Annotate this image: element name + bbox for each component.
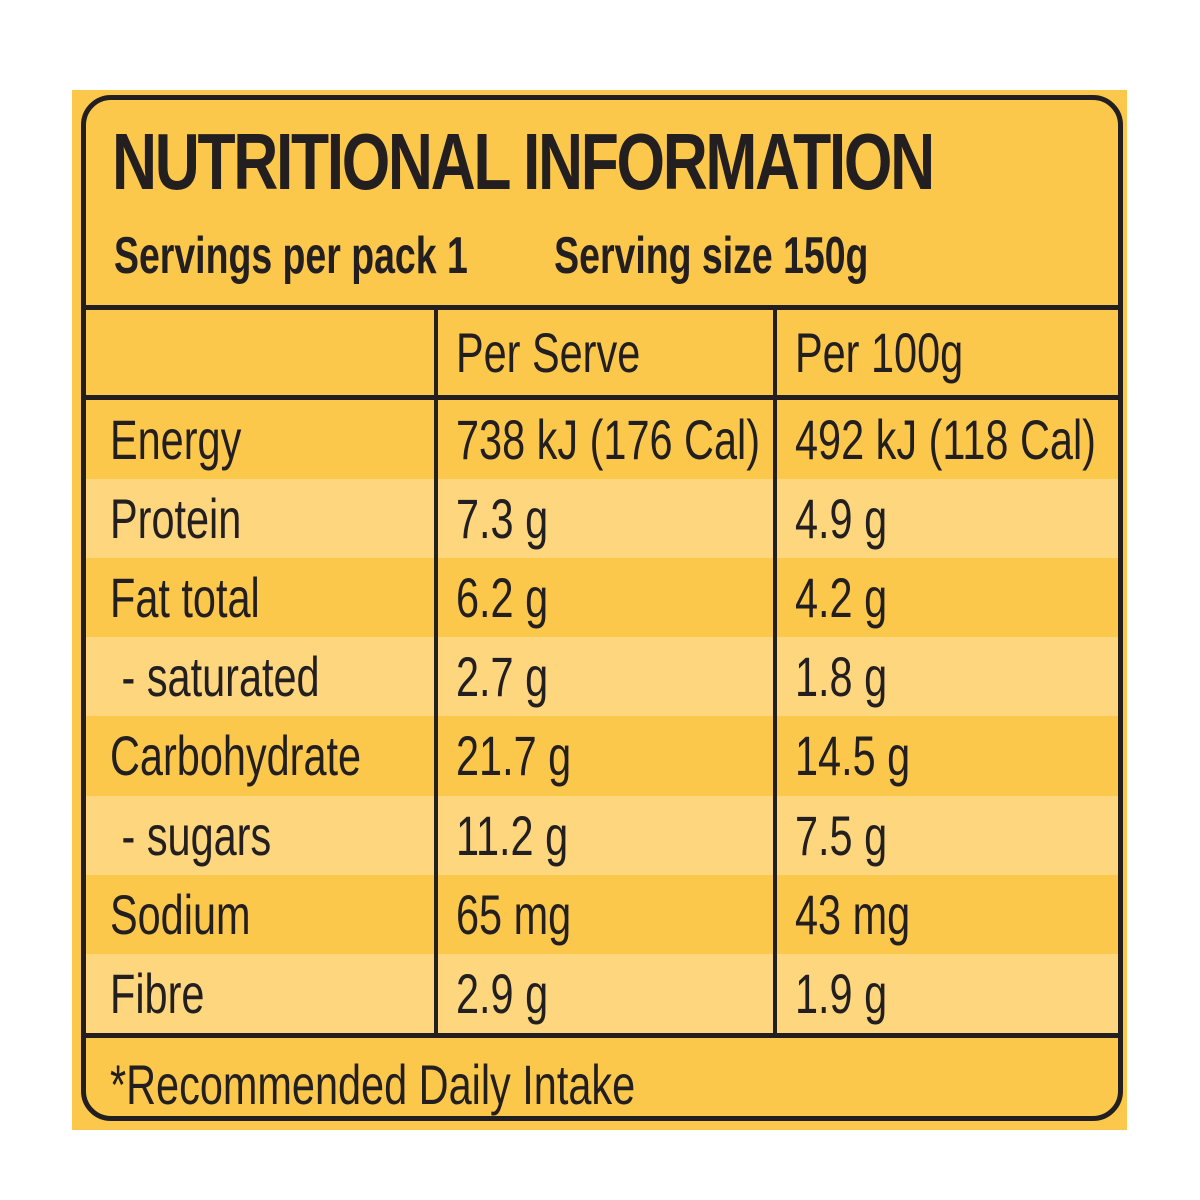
- per-serve-value: 11.2 g: [456, 803, 569, 867]
- per-serve-value: 6.2 g: [456, 566, 549, 630]
- per-100g-value: 1.9 g: [795, 961, 888, 1025]
- per-100g-value: 1.8 g: [795, 645, 888, 709]
- table-row: Carbohydrate 21.7 g 14.5 g: [86, 716, 1118, 796]
- table-row: Fibre 2.9 g 1.9 g: [86, 953, 1118, 1033]
- servings-per-pack: Servings per pack 1: [114, 227, 468, 285]
- nutrition-panel: NUTRITIONAL INFORMATION Servings per pac…: [81, 95, 1123, 1121]
- per-serve-value: 7.3 g: [456, 487, 549, 551]
- nutrient-label: - saturated: [110, 645, 320, 709]
- nutrient-label: Protein: [110, 487, 242, 551]
- per-serve-value: 738 kJ (176 Cal): [456, 408, 761, 472]
- column-header-per-100g: Per 100g: [795, 321, 964, 384]
- table-row: Protein 7.3 g 4.9 g: [86, 479, 1118, 559]
- nutrient-label: Fibre: [110, 961, 205, 1025]
- per-100g-value: 43 mg: [795, 882, 911, 946]
- per-100g-value: 4.2 g: [795, 566, 888, 630]
- column-header-per-serve: Per Serve: [456, 321, 641, 384]
- per-100g-value: 4.9 g: [795, 487, 888, 551]
- column-header-divider: [86, 395, 1118, 400]
- per-serve-value: 65 mg: [456, 882, 572, 946]
- servings-info: Servings per pack 1 Serving size 150g: [114, 230, 868, 282]
- per-serve-value: 2.7 g: [456, 645, 549, 709]
- header-divider: [86, 305, 1118, 310]
- panel-title: NUTRITIONAL INFORMATION: [112, 117, 935, 206]
- column-divider-2: [773, 310, 777, 1033]
- table-row: Fat total 6.2 g 4.2 g: [86, 558, 1118, 638]
- footer-divider: [86, 1033, 1118, 1038]
- table-row: - saturated 2.7 g 1.8 g: [86, 637, 1118, 717]
- table-row: Sodium 65 mg 43 mg: [86, 874, 1118, 954]
- column-header-row: Per Serve Per 100g: [86, 310, 1118, 395]
- nutrient-label: Sodium: [110, 882, 251, 946]
- table-row: Energy 738 kJ (176 Cal) 492 kJ (118 Cal): [86, 400, 1118, 480]
- per-100g-value: 492 kJ (118 Cal): [795, 408, 1096, 472]
- footnote: *Recommended Daily Intake: [110, 1052, 636, 1116]
- table-row: - sugars 11.2 g 7.5 g: [86, 795, 1118, 875]
- nutrient-label: Energy: [110, 408, 242, 472]
- nutrient-label: Carbohydrate: [110, 724, 362, 788]
- per-serve-value: 2.9 g: [456, 961, 549, 1025]
- nutrient-label: Fat total: [110, 566, 260, 630]
- per-serve-value: 21.7 g: [456, 724, 572, 788]
- serving-size: Serving size 150g: [554, 227, 869, 285]
- per-100g-value: 7.5 g: [795, 803, 888, 867]
- column-divider-1: [434, 310, 438, 1033]
- nutrient-label: - sugars: [110, 803, 272, 867]
- per-100g-value: 14.5 g: [795, 724, 911, 788]
